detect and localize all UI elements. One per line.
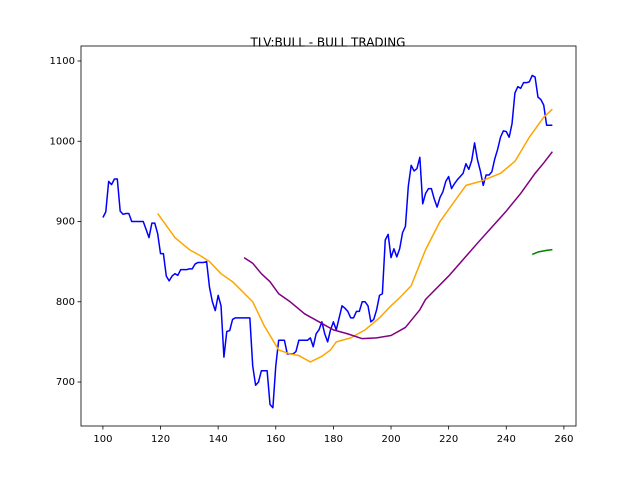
x-tick-label: 160 (266, 434, 285, 445)
line (243, 151, 553, 340)
line (102, 74, 553, 409)
x-tick-label: 100 (93, 434, 112, 445)
x-tick-label: 140 (209, 434, 228, 445)
y-tick-label: 1000 (50, 136, 75, 147)
x-tick-label: 180 (324, 434, 343, 445)
x-tick-label: 220 (439, 434, 458, 445)
chart-title: TLV:BULL - BULL TRADING (250, 36, 406, 50)
x-tick-label: 260 (554, 434, 573, 445)
x-tick-label: 120 (151, 434, 170, 445)
line (531, 248, 553, 256)
x-tick-label: 200 (381, 434, 400, 445)
y-tick-label: 900 (56, 217, 75, 228)
x-tick-label: 240 (497, 434, 516, 445)
y-tick-label: 800 (56, 297, 75, 308)
y-tick-label: 1100 (50, 56, 75, 67)
line (157, 108, 553, 363)
y-tick-label: 700 (56, 377, 75, 388)
plot-frame (80, 45, 577, 427)
